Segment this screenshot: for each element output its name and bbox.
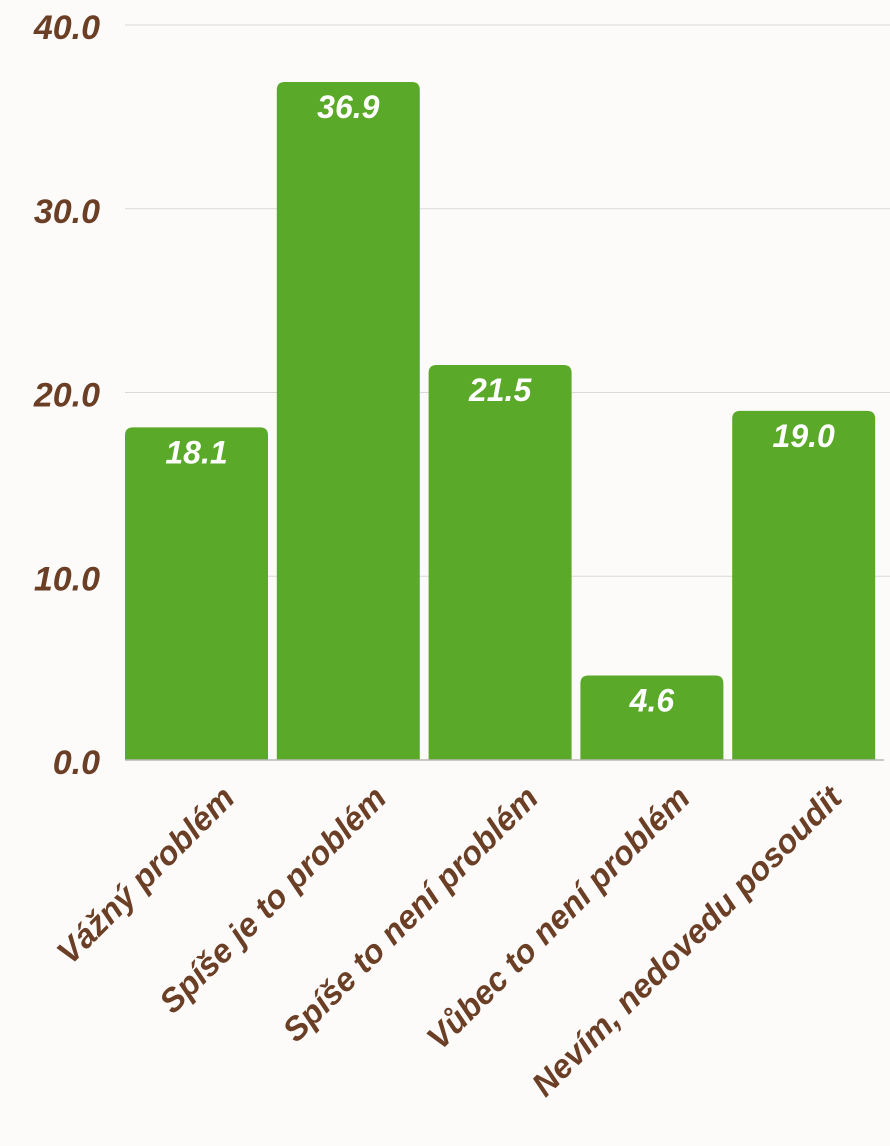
y-tick-label: 0.0 xyxy=(53,744,100,782)
bar-value-label: 18.1 xyxy=(165,434,227,470)
bar xyxy=(580,675,724,760)
category-label: Nevím, nedovedu posoudit xyxy=(524,777,850,1103)
bar-value-label: 19.0 xyxy=(773,418,835,454)
y-tick-label: 10.0 xyxy=(34,560,100,598)
y-tick-label: 30.0 xyxy=(34,193,100,231)
bar-value-label: 21.5 xyxy=(468,372,532,408)
category-label: Vůbec to není problém xyxy=(419,779,697,1057)
y-tick-label: 20.0 xyxy=(33,377,100,415)
y-tick-label: 40.0 xyxy=(33,9,100,47)
bar-value-label: 36.9 xyxy=(317,89,379,125)
bar xyxy=(732,410,876,760)
bar xyxy=(276,81,420,760)
bar-value-label: 4.6 xyxy=(629,682,675,718)
category-label: Spíše to není problém xyxy=(275,779,545,1049)
bar xyxy=(125,427,268,760)
bar xyxy=(428,364,572,760)
